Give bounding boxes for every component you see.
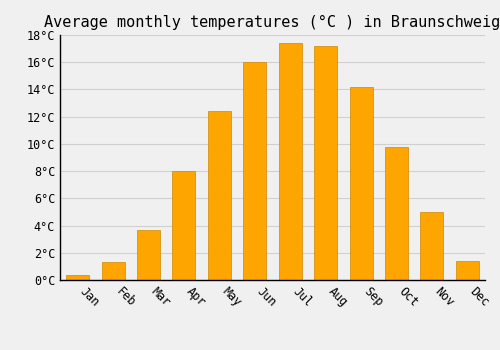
Bar (244, 62, 266, 280)
Title: Average monthly temperatures (°C ) in Braunschweig: Average monthly temperatures (°C ) in Br… (44, 15, 500, 30)
Bar (208, 111, 231, 280)
Bar (102, 262, 124, 280)
Bar (420, 212, 444, 280)
Bar (456, 261, 479, 280)
Bar (350, 87, 372, 280)
Bar (172, 171, 196, 280)
Bar (66, 274, 89, 280)
Bar (314, 46, 337, 280)
Bar (137, 230, 160, 280)
Bar (385, 147, 408, 280)
Bar (278, 43, 301, 280)
